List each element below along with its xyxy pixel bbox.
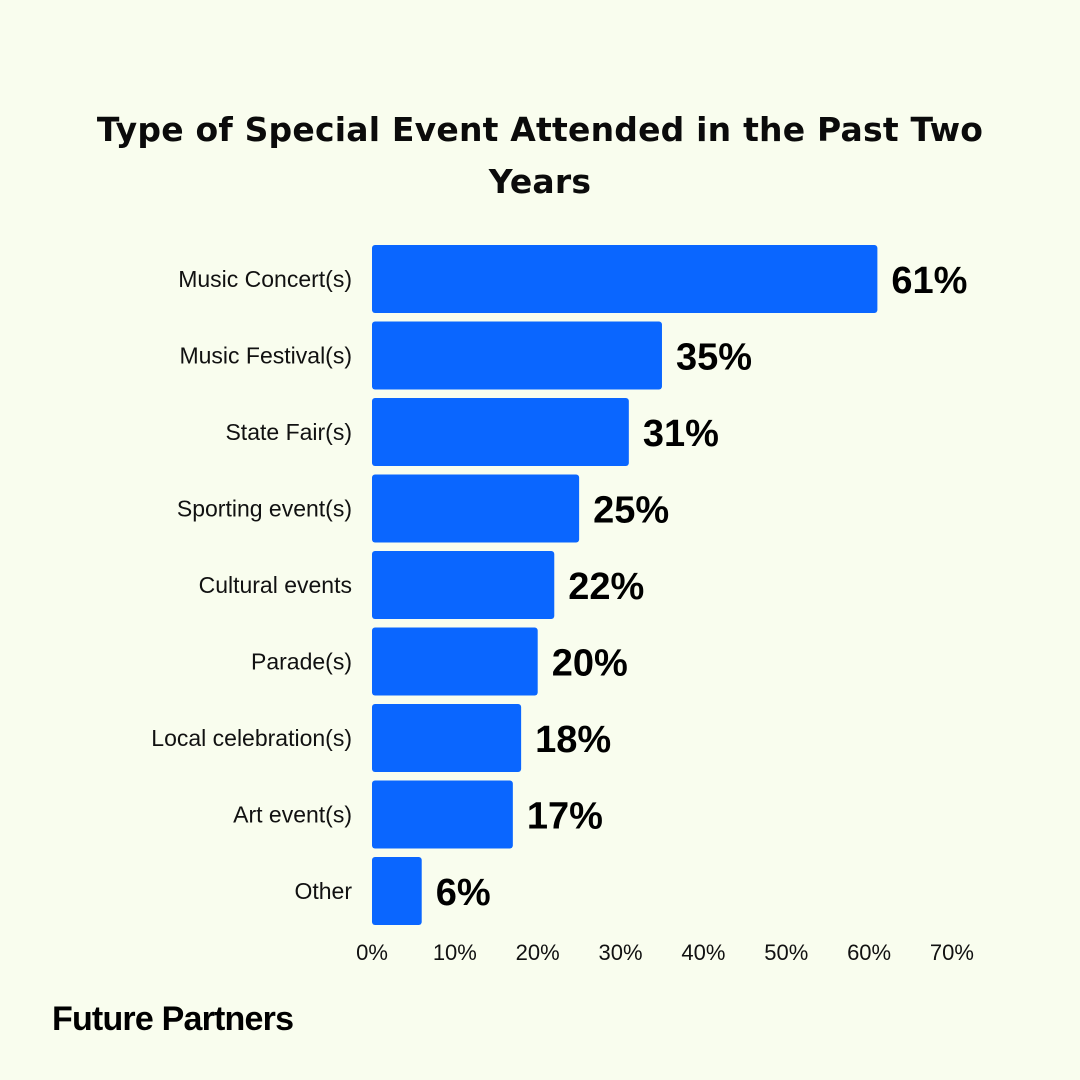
category-label: Local celebration(s) (151, 725, 352, 751)
category-label: Art event(s) (233, 802, 352, 828)
x-tick-label: 20% (516, 940, 560, 965)
value-label: 22% (568, 566, 644, 608)
bar (372, 474, 580, 543)
category-label: Other (294, 878, 352, 904)
bar (372, 857, 422, 925)
bar (372, 398, 629, 466)
x-axis-tick-labels: 0% 10% 20% 30% 40% 50% 60% 70% (356, 940, 974, 965)
category-label: Music Concert(s) (178, 266, 352, 292)
brand-logo: Future Partners (52, 1000, 294, 1038)
category-label: Sporting event(s) (177, 496, 352, 522)
bars-layer (372, 245, 878, 925)
category-label: State Fair(s) (225, 419, 352, 445)
x-tick-label: 50% (764, 940, 808, 965)
bar (372, 627, 538, 696)
bar (372, 245, 878, 313)
bar (372, 780, 513, 849)
x-tick-label: 0% (356, 940, 388, 965)
value-label: 35% (676, 337, 752, 379)
value-label: 20% (552, 643, 628, 685)
value-label: 25% (593, 490, 669, 532)
value-label: 17% (527, 796, 603, 838)
x-tick-label: 30% (599, 940, 643, 965)
category-label: Parade(s) (251, 649, 352, 675)
value-labels: 61% 35% 31% 25% 22% 20% 18% 17% 6% (436, 260, 968, 914)
value-label: 18% (535, 719, 611, 761)
value-label: 61% (891, 260, 967, 302)
x-tick-label: 10% (433, 940, 477, 965)
x-tick-label: 70% (930, 940, 974, 965)
bar (372, 321, 662, 390)
value-label: 31% (643, 413, 719, 455)
category-label: Cultural events (199, 572, 352, 598)
bar (372, 551, 555, 619)
category-labels: Music Concert(s) Music Festival(s) State F… (151, 266, 352, 904)
value-label: 6% (436, 872, 491, 914)
bar (372, 704, 522, 772)
x-tick-label: 40% (681, 940, 725, 965)
category-label: Music Festival(s) (179, 343, 352, 369)
chart-title: Type of Special Event Attended in the Pa… (96, 110, 984, 201)
x-tick-label: 60% (847, 940, 891, 965)
